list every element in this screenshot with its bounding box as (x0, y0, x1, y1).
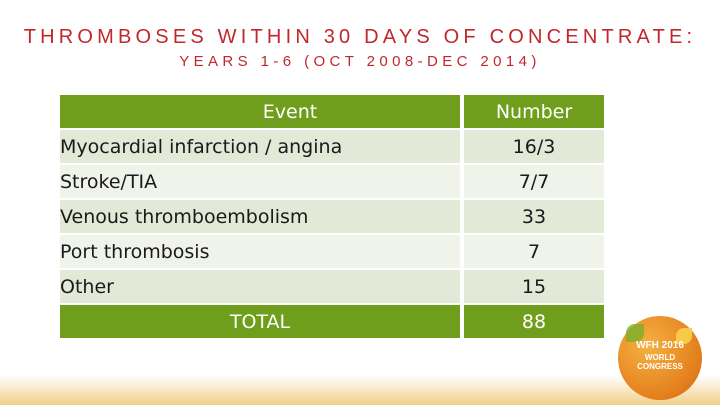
row-number: 7/7 (464, 164, 604, 200)
row-number: 33 (464, 199, 604, 235)
row-number: 16/3 (464, 129, 604, 165)
table-row: Stroke/TIA 7/7 (60, 164, 604, 200)
bottom-decoration (0, 375, 720, 405)
table-total-row: TOTAL 88 (60, 304, 604, 338)
logo-line1: WFH 2016 (636, 340, 684, 351)
table-row: Port thrombosis 7 (60, 234, 604, 270)
logo-line3: CONGRESS (637, 362, 683, 371)
row-event: Myocardial infarction / angina (60, 129, 460, 165)
row-number: 15 (464, 269, 604, 305)
slide-title: THROMBOSES WITHIN 30 DAYS OF CONCENTRATE… (23, 26, 697, 48)
header-event: Event (60, 95, 460, 130)
table-row: Venous thromboembolism 33 (60, 199, 604, 235)
total-label: TOTAL (60, 304, 460, 338)
row-event: Stroke/TIA (60, 164, 460, 200)
row-event: Port thrombosis (60, 234, 460, 270)
row-number: 7 (464, 234, 604, 270)
row-event: Other (60, 269, 460, 305)
total-number: 88 (464, 304, 604, 338)
wfh-congress-logo: WFH 2016 WORLD CONGRESS (618, 316, 702, 400)
table-row: Myocardial infarction / angina 16/3 (60, 129, 604, 165)
logo-line2: WORLD (644, 353, 676, 362)
row-event: Venous thromboembolism (60, 199, 460, 235)
thrombosis-table: Event Number Myocardial infarction / ang… (60, 95, 604, 338)
slide-subtitle: YEARS 1-6 (OCT 2008-DEC 2014) (179, 53, 541, 70)
table-row: Other 15 (60, 269, 604, 305)
header-number: Number (464, 95, 604, 130)
table-header-row: Event Number (60, 95, 604, 130)
